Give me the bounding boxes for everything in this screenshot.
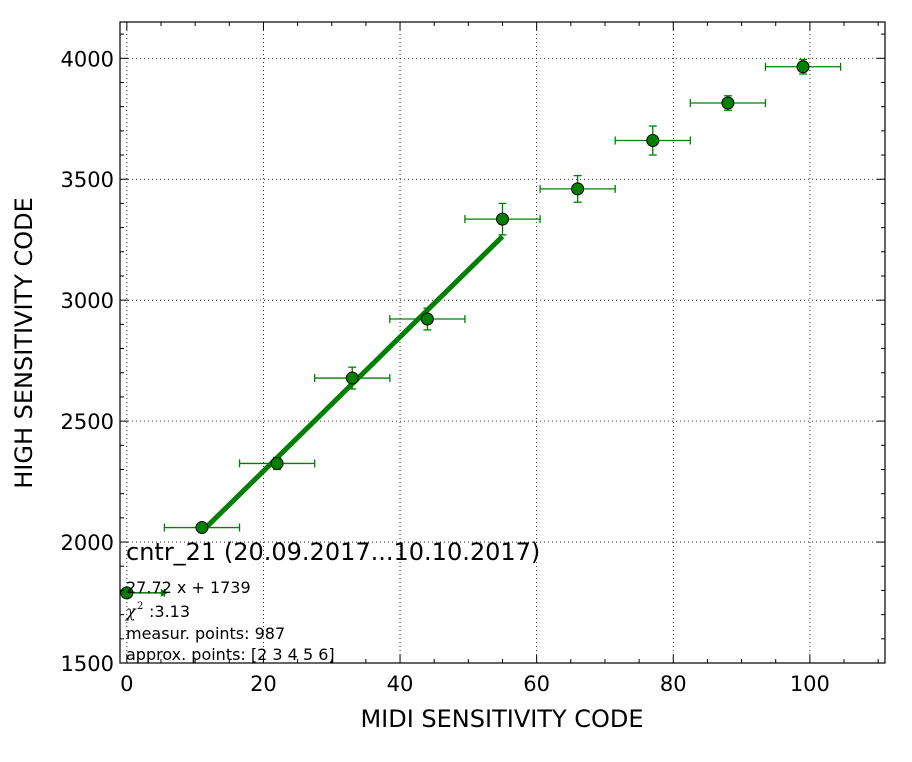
annotation-title: cntr_21 (20.09.2017...10.10.2017) bbox=[126, 538, 540, 566]
measur-points: measur. points: 987 bbox=[126, 624, 285, 643]
data-points bbox=[120, 58, 842, 600]
data-point bbox=[796, 60, 810, 74]
y-tick-label: 2500 bbox=[61, 410, 114, 434]
x-tick-label: 100 bbox=[790, 672, 830, 696]
data-point bbox=[120, 586, 134, 600]
chi-value: :3.13 bbox=[149, 602, 190, 621]
axes bbox=[119, 21, 886, 664]
grid bbox=[120, 22, 885, 664]
chi-superscript: 2 bbox=[137, 601, 143, 612]
chi-symbol: χ bbox=[125, 602, 137, 621]
x-tick-label: 0 bbox=[120, 672, 133, 696]
x-axis-title: MIDI SENSITIVITY CODE bbox=[360, 705, 643, 733]
tick-labels: 0 20 40 60 80 100 1500 2000 2500 3000 3500 4000 bbox=[61, 47, 830, 696]
y-tick-label: 3500 bbox=[61, 168, 114, 192]
x-tick-label: 20 bbox=[250, 672, 277, 696]
data-point bbox=[195, 521, 209, 535]
data-point bbox=[496, 212, 509, 226]
y-tick-label: 4000 bbox=[61, 47, 114, 71]
y-tick-label: 3000 bbox=[61, 289, 114, 313]
data-point bbox=[571, 182, 585, 196]
annotation-block: cntr_21 (20.09.2017...10.10.2017) 27.72 … bbox=[125, 538, 540, 664]
fit-equation: 27.72 x + 1739 bbox=[126, 578, 251, 597]
x-tick-label: 40 bbox=[387, 672, 414, 696]
plot-frame bbox=[119, 21, 886, 664]
data-point bbox=[646, 134, 660, 148]
x-tick-label: 60 bbox=[523, 672, 550, 696]
y-tick-label: 1500 bbox=[61, 652, 114, 676]
y-tick-label: 2000 bbox=[61, 531, 114, 555]
data-point bbox=[721, 96, 735, 110]
x-tick-label: 80 bbox=[660, 672, 687, 696]
data-point bbox=[420, 312, 434, 326]
y-axis-title: HIGH SENSITIVITY CODE bbox=[10, 197, 38, 489]
data-point bbox=[270, 456, 284, 470]
approx-points: approx. points: [2 3 4 5 6] bbox=[126, 645, 335, 664]
data-point bbox=[345, 371, 359, 385]
